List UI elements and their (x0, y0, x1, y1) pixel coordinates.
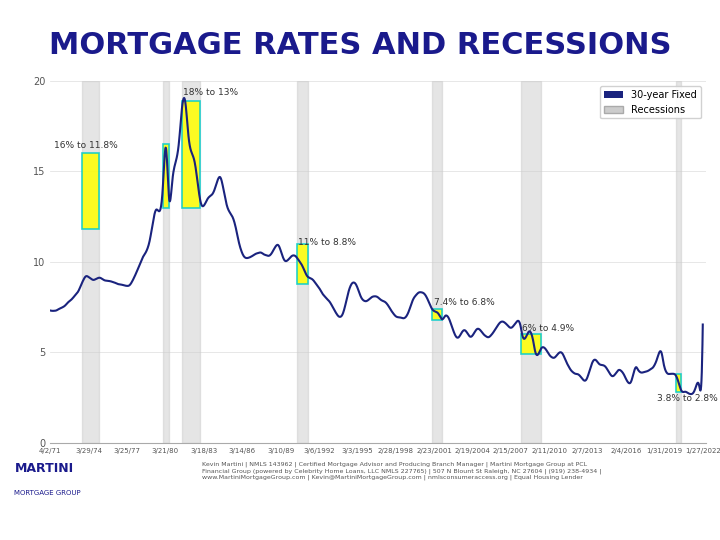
Text: MORTGAGE RATES AND RECESSIONS: MORTGAGE RATES AND RECESSIONS (49, 31, 671, 60)
Bar (163, 144, 169, 207)
Bar (521, 81, 541, 443)
Text: 18% to 13%: 18% to 13% (183, 89, 238, 98)
Text: 6% to 4.9%: 6% to 4.9% (522, 323, 574, 333)
Bar (676, 81, 681, 443)
Bar (432, 309, 443, 320)
Text: Kevin Martini | NMLS 143962 | Certified Mortgage Advisor and Producing Branch Ma: Kevin Martini | NMLS 143962 | Certified … (202, 462, 601, 480)
Bar (676, 374, 681, 392)
Text: 16% to 11.8%: 16% to 11.8% (53, 141, 117, 150)
Bar (182, 101, 200, 207)
Bar (297, 244, 307, 284)
Bar (163, 81, 169, 443)
Text: MARTINI: MARTINI (14, 462, 73, 475)
Bar (297, 81, 307, 443)
Bar (432, 81, 443, 443)
Text: MORTGAGE GROUP: MORTGAGE GROUP (14, 489, 81, 496)
Text: 7.4% to 6.8%: 7.4% to 6.8% (433, 298, 494, 307)
Legend: 30-year Fixed, Recessions: 30-year Fixed, Recessions (600, 86, 701, 118)
Text: 11% to 8.8%: 11% to 8.8% (298, 238, 356, 247)
Bar (521, 334, 541, 354)
Text: 3.8% to 2.8%: 3.8% to 2.8% (657, 394, 718, 403)
Bar (83, 153, 99, 230)
Bar (83, 81, 99, 443)
Bar (182, 81, 200, 443)
